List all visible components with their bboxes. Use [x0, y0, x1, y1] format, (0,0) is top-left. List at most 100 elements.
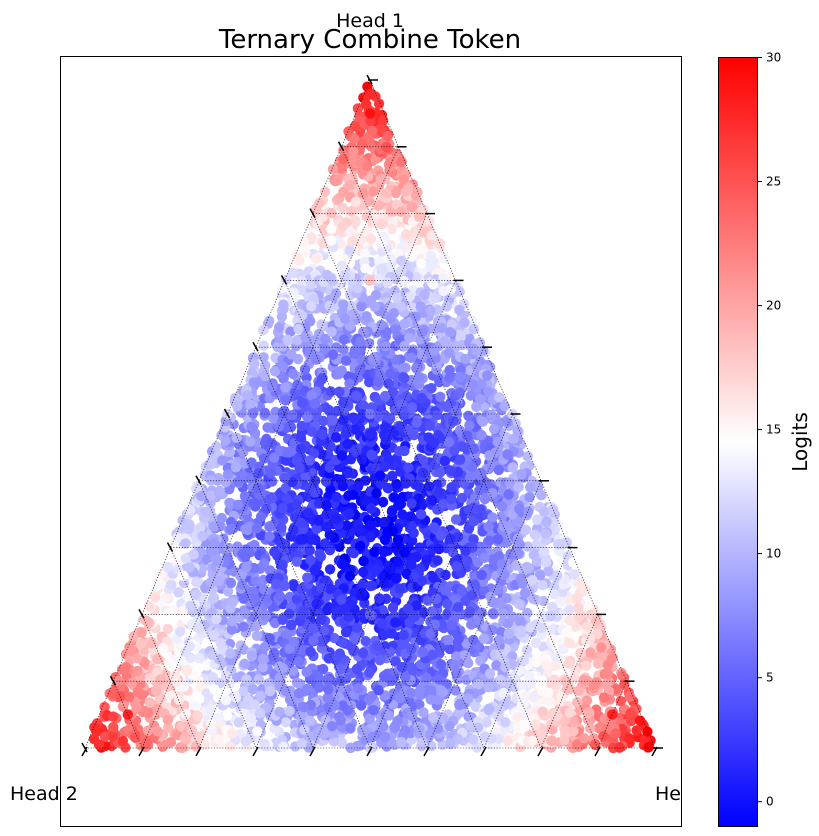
data-point	[383, 710, 395, 721]
data-point	[264, 565, 276, 576]
data-point	[358, 555, 369, 567]
data-point	[585, 647, 596, 658]
data-point	[331, 432, 342, 443]
data-point	[530, 719, 541, 730]
data-point	[180, 538, 191, 549]
data-point	[442, 634, 454, 646]
data-point	[286, 410, 298, 421]
data-point	[264, 531, 275, 542]
data-point	[255, 708, 266, 719]
data-point	[392, 716, 403, 727]
data-point	[240, 608, 251, 619]
data-point	[399, 372, 410, 384]
data-point	[149, 591, 161, 603]
data-point	[233, 717, 244, 728]
data-point	[311, 598, 322, 610]
data-point	[357, 725, 368, 736]
data-point	[281, 274, 292, 286]
data-point	[231, 432, 242, 443]
data-point	[403, 462, 414, 473]
data-point	[281, 493, 292, 504]
data-point	[499, 400, 510, 412]
data-point	[225, 648, 236, 659]
data-point	[466, 590, 477, 601]
data-point	[108, 711, 119, 722]
data-point	[478, 633, 490, 644]
corner-label-right: Head 0	[655, 783, 723, 805]
data-point	[288, 368, 299, 380]
data-point	[394, 583, 405, 594]
data-point	[201, 660, 212, 671]
data-point	[386, 223, 397, 235]
data-point	[238, 593, 249, 604]
chart-title: Ternary Combine Token	[218, 25, 521, 55]
data-point	[318, 415, 329, 427]
scatter-points	[88, 81, 656, 754]
data-point	[521, 561, 533, 573]
data-point	[585, 723, 596, 734]
data-point	[450, 405, 462, 417]
data-point	[406, 352, 417, 363]
data-point	[581, 660, 592, 671]
data-point	[298, 236, 310, 247]
data-point	[406, 250, 417, 261]
data-point	[584, 633, 596, 645]
data-point	[211, 613, 222, 625]
data-point	[424, 420, 436, 431]
data-point	[468, 502, 479, 513]
data-point	[349, 121, 361, 132]
data-point	[178, 681, 190, 692]
data-point	[568, 725, 579, 737]
data-point	[451, 561, 462, 572]
data-point	[539, 506, 550, 517]
data-point	[414, 481, 425, 492]
data-point	[416, 349, 427, 360]
data-point	[392, 534, 404, 546]
data-point	[395, 206, 407, 217]
data-point	[467, 379, 478, 390]
data-point	[435, 642, 446, 654]
data-point	[500, 717, 511, 728]
data-point	[427, 712, 439, 723]
data-point	[177, 570, 189, 581]
data-point	[293, 656, 305, 667]
data-point	[400, 478, 412, 489]
data-point	[354, 540, 366, 552]
data-point	[377, 496, 389, 508]
data-point	[416, 258, 427, 269]
data-point	[494, 704, 505, 715]
data-point	[364, 667, 375, 678]
data-point	[195, 681, 206, 693]
data-point	[540, 556, 552, 568]
data-point	[460, 353, 471, 365]
data-point	[273, 322, 285, 333]
data-point	[415, 509, 427, 520]
data-point	[477, 416, 489, 427]
data-point	[387, 602, 399, 613]
data-point	[450, 514, 462, 525]
data-point	[581, 695, 593, 706]
data-point	[306, 426, 318, 437]
data-point	[242, 390, 253, 401]
data-point	[529, 529, 541, 540]
corner-label-top: Head 1	[336, 10, 404, 32]
corner-label-left: Head 2	[10, 783, 78, 805]
data-point	[432, 555, 443, 566]
data-point	[357, 188, 369, 199]
data-point	[555, 596, 566, 607]
data-point	[406, 643, 417, 655]
data-point	[181, 665, 192, 676]
data-point	[239, 658, 250, 669]
data-point	[498, 608, 509, 619]
data-point	[367, 580, 378, 591]
data-point	[472, 722, 484, 733]
data-point	[291, 677, 303, 688]
data-point	[486, 733, 497, 744]
data-point	[415, 685, 426, 696]
data-point	[107, 731, 119, 742]
data-point	[351, 663, 363, 675]
data-point	[374, 593, 385, 604]
data-point	[435, 659, 447, 670]
data-point	[266, 492, 277, 504]
data-point	[155, 578, 166, 590]
